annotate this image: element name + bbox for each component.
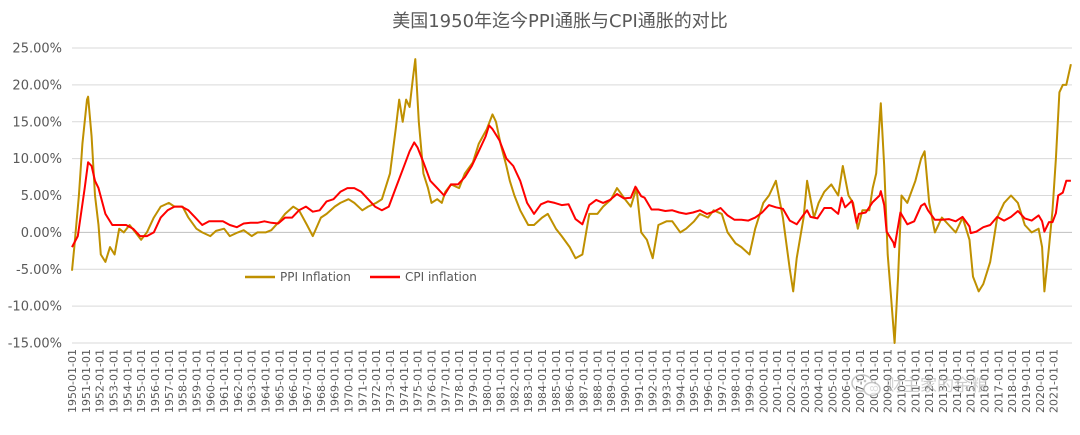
x-tick-label: 1991-01-01 xyxy=(633,349,646,413)
x-tick-label: 1995-01-01 xyxy=(688,349,701,413)
x-tick-label: 1968-01-01 xyxy=(315,349,328,413)
x-tick-label: 1996-01-01 xyxy=(702,349,715,413)
x-tick-label: 1966-01-01 xyxy=(287,349,300,413)
x-tick-label: 1976-01-01 xyxy=(425,349,438,413)
x-tick-label: 1954-01-01 xyxy=(121,349,134,413)
y-tick-label: 0.00% xyxy=(21,226,62,241)
x-tick-label: 2021-01-01 xyxy=(1048,349,1061,413)
gridlines xyxy=(72,47,1072,344)
x-tick-label: 2012-01-01 xyxy=(923,349,936,413)
x-tick-label: 2008-01-01 xyxy=(868,349,881,413)
x-tick-label: 1952-01-01 xyxy=(94,349,107,413)
x-tick-label: 1972-01-01 xyxy=(370,349,383,413)
x-tick-label: 1983-01-01 xyxy=(522,349,535,413)
x-tick-label: 2014-01-01 xyxy=(951,349,964,413)
y-tick-label: -10.00% xyxy=(8,300,62,315)
x-tick-label: 1969-01-01 xyxy=(329,349,342,413)
wechat-icon xyxy=(851,374,881,397)
x-tick-label: 2000-01-01 xyxy=(757,349,770,413)
x-tick-label: 1986-01-01 xyxy=(564,349,577,413)
x-tick-label: 1993-01-01 xyxy=(660,349,673,413)
x-tick-label: 1999-01-01 xyxy=(743,349,756,413)
series-line-cpi-inflation xyxy=(71,124,1071,249)
x-tick-label: 1989-01-01 xyxy=(605,349,618,413)
x-tick-label: 1977-01-01 xyxy=(439,349,452,413)
x-tick-label: 1959-01-01 xyxy=(190,349,203,413)
x-tick-label: 1997-01-01 xyxy=(716,349,729,413)
x-tick-label: 1964-01-01 xyxy=(260,349,273,413)
watermark-text: 财主家的余粮 xyxy=(886,376,988,396)
x-tick-label: 2004-01-01 xyxy=(813,349,826,413)
y-axis-tick-labels: 25.00% 20.00% 15.00% 10.00% 5.00% 0.00% -5.00%… xyxy=(8,42,62,352)
x-tick-label: 1962-01-01 xyxy=(232,349,245,413)
y-tick-label: 25.00% xyxy=(12,42,62,57)
x-tick-label: 1958-01-01 xyxy=(177,349,190,413)
x-tick-label: 1984-01-01 xyxy=(536,349,549,413)
x-tick-label: 2020-01-01 xyxy=(1034,349,1047,413)
x-tick-label: 2009-01-01 xyxy=(882,349,895,413)
series-lines xyxy=(71,58,1072,344)
x-axis-tick-labels: 1950-01-01 1951-01-01 1952-01-01 1953-01-01… xyxy=(66,349,1061,413)
y-tick-label: 10.00% xyxy=(12,152,62,167)
x-tick-label: 1950-01-01 xyxy=(66,349,79,413)
x-tick-label: 2010-01-01 xyxy=(896,349,909,413)
x-tick-label: 1956-01-01 xyxy=(149,349,162,413)
x-tick-label: 1979-01-01 xyxy=(467,349,480,413)
x-tick-label: 1994-01-01 xyxy=(674,349,687,413)
x-tick-label: 1967-01-01 xyxy=(301,349,314,413)
x-tick-label: 1992-01-01 xyxy=(647,349,660,413)
x-tick-label: 1971-01-01 xyxy=(356,349,369,413)
x-tick-label: 2015-01-01 xyxy=(965,349,978,413)
x-tick-label: 2006-01-01 xyxy=(840,349,853,413)
x-tick-label: 1965-01-01 xyxy=(273,349,286,413)
x-tick-label: 2005-01-01 xyxy=(826,349,839,413)
chart-title: 美国1950年迄今PPI通胀与CPI通胀的对比 xyxy=(392,11,728,32)
x-tick-label: 1998-01-01 xyxy=(730,349,743,413)
y-tick-label: 20.00% xyxy=(12,78,62,93)
x-tick-label: 2003-01-01 xyxy=(799,349,812,413)
y-tick-label: -5.00% xyxy=(16,263,62,278)
x-tick-label: 2011-01-01 xyxy=(909,349,922,413)
x-tick-label: 2019-01-01 xyxy=(1020,349,1033,413)
x-tick-label: 2013-01-01 xyxy=(937,349,950,413)
x-tick-label: 2001-01-01 xyxy=(771,349,784,413)
x-tick-label: 1955-01-01 xyxy=(135,349,148,413)
x-tick-label: 1963-01-01 xyxy=(246,349,259,413)
x-tick-label: 2007-01-01 xyxy=(854,349,867,413)
y-tick-label: -15.00% xyxy=(8,337,62,352)
x-tick-label: 2002-01-01 xyxy=(785,349,798,413)
x-tick-label: 1957-01-01 xyxy=(163,349,176,413)
x-tick-label: 1988-01-01 xyxy=(591,349,604,413)
x-tick-label: 1980-01-01 xyxy=(481,349,494,413)
y-tick-label: 15.00% xyxy=(12,115,62,130)
x-tick-label: 1987-01-01 xyxy=(578,349,591,413)
x-tick-label: 1970-01-01 xyxy=(343,349,356,413)
x-tick-label: 1978-01-01 xyxy=(453,349,466,413)
x-tick-label: 1961-01-01 xyxy=(218,349,231,413)
x-tick-label: 1953-01-01 xyxy=(107,349,120,413)
x-tick-label: 1973-01-01 xyxy=(384,349,397,413)
legend: PPI Inflation CPI inflation xyxy=(245,270,477,284)
x-tick-label: 1975-01-01 xyxy=(412,349,425,413)
x-tick-label: 2018-01-01 xyxy=(1006,349,1019,413)
y-tick-label: 5.00% xyxy=(21,189,62,204)
x-tick-label: 2017-01-01 xyxy=(992,349,1005,413)
series-line-ppi-inflation xyxy=(71,58,1072,344)
x-tick-label: 1985-01-01 xyxy=(550,349,563,413)
x-tick-label: 1981-01-01 xyxy=(495,349,508,413)
x-tick-label: 1951-01-01 xyxy=(80,349,93,413)
x-tick-label: 1960-01-01 xyxy=(204,349,217,413)
x-tick-label: 1990-01-01 xyxy=(619,349,632,413)
legend-label-ppi: PPI Inflation xyxy=(280,270,351,284)
legend-label-cpi: CPI inflation xyxy=(405,270,477,284)
x-tick-label: 1982-01-01 xyxy=(508,349,521,413)
x-tick-label: 2016-01-01 xyxy=(978,349,991,413)
watermark: 财主家的余粮 xyxy=(851,374,988,397)
x-tick-label: 1974-01-01 xyxy=(398,349,411,413)
